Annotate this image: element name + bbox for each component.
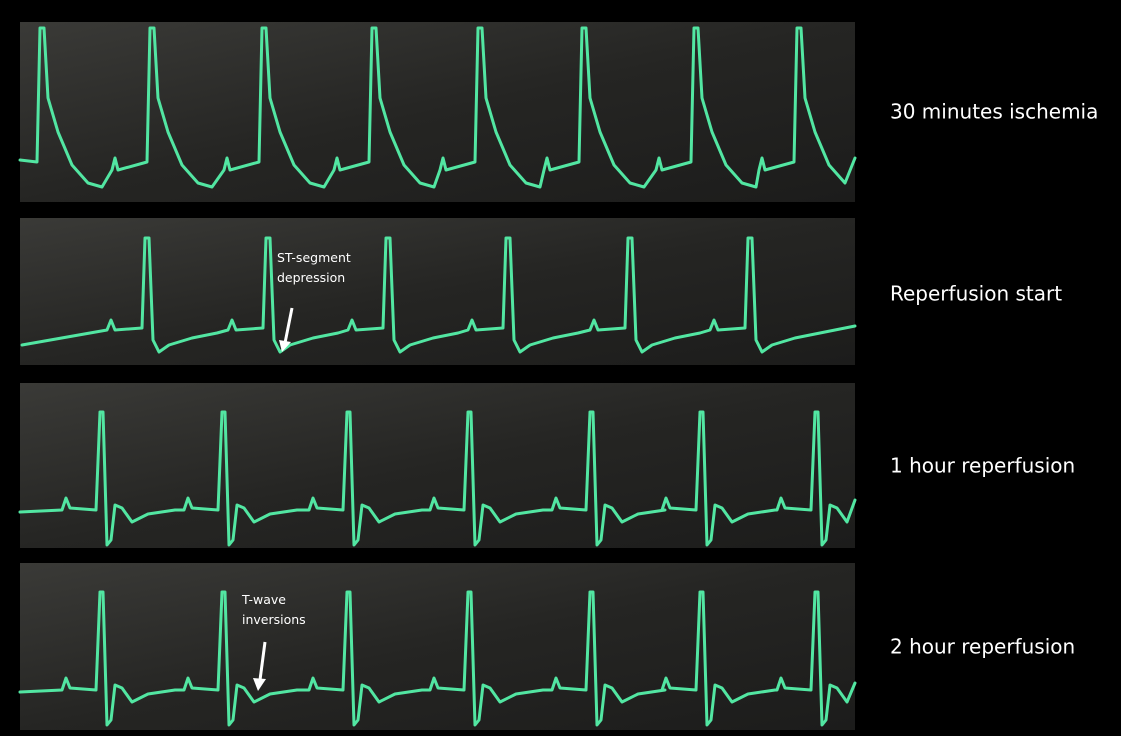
ecg-screen [20, 563, 855, 730]
panel-label: Reperfusion start [890, 282, 1062, 306]
annotation: ST-segment [277, 250, 351, 265]
panel-label: 1 hour reperfusion [890, 454, 1075, 478]
ecg-screen [20, 383, 855, 548]
panel-label: 2 hour reperfusion [890, 635, 1075, 659]
panel-label: 30 minutes ischemia [890, 100, 1098, 124]
annotation: inversions [242, 612, 306, 627]
figure: 30 minutes ischemia Reperfusion start 1 … [0, 0, 1121, 736]
annotation: depression [277, 270, 345, 285]
annotation: T-wave [241, 592, 286, 607]
